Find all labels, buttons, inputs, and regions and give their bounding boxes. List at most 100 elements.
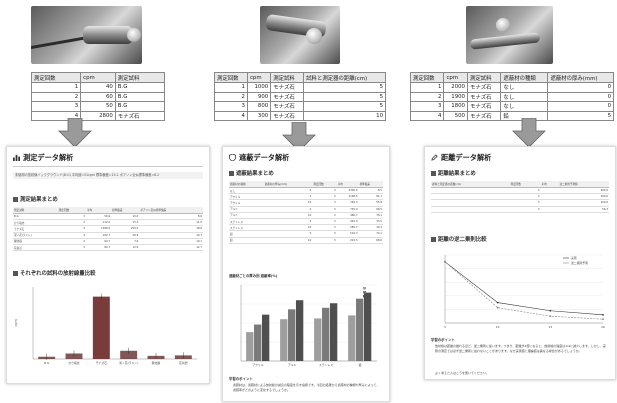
panel-title-text: 距離データ解析 bbox=[441, 153, 492, 162]
cell: 68.6 bbox=[358, 237, 383, 244]
cell: 5 bbox=[263, 230, 313, 238]
col-header: cpm bbox=[443, 72, 468, 83]
cell: 746.3 bbox=[336, 199, 359, 207]
cell: モナズ石 bbox=[270, 91, 305, 102]
cell: なし bbox=[229, 187, 264, 195]
cell bbox=[431, 199, 510, 207]
x-tick-label: モナズ石 bbox=[96, 361, 107, 365]
cell: 3 bbox=[312, 224, 337, 232]
cell: 3 bbox=[409, 101, 445, 112]
table-row: 酸化鉄 3 69.7 7.6 10.1 bbox=[13, 238, 203, 245]
x-tick-label: 5 bbox=[444, 325, 446, 329]
cell: モナズ石 bbox=[114, 110, 166, 121]
cell: アクリル bbox=[229, 193, 264, 201]
cell: 10 bbox=[263, 199, 313, 207]
distance-table: 測定回数 cpm 測定試料 試料と測定器の距離(cm) 1 1000 モナズ石 5 2… bbox=[214, 72, 386, 121]
cell: ステンレス bbox=[229, 224, 264, 232]
cell: 33.5 bbox=[358, 218, 383, 226]
cell: 1198.5 bbox=[336, 193, 359, 201]
x-tick-label: ステンレス bbox=[319, 363, 333, 367]
legend-swatch bbox=[363, 287, 366, 290]
col-header: 遮蔽材の厚み(mm) bbox=[263, 181, 313, 188]
panel-title-text: 測定データ解析 bbox=[23, 153, 74, 162]
cell: 4 bbox=[214, 110, 248, 121]
sample-dose-bar-chart: cpm B.G かり塩化 モナズ石 湯ノ花(ラドン) 酸化鉄 花崗岩 bbox=[14, 287, 197, 365]
bar bbox=[356, 298, 364, 361]
table-row: 3 1800 モナズ石 なし 0 bbox=[409, 101, 614, 112]
cell: 3 bbox=[30, 101, 82, 112]
table-row: 1 2000 モナズ石 なし 0 bbox=[409, 82, 614, 93]
shielding-table: 測定回数 cpm 測定試料 遮蔽材の種類 遮蔽材の厚み(mm) 1 2000 モナズ… bbox=[409, 72, 614, 121]
bar bbox=[322, 307, 330, 361]
cell: 900 bbox=[246, 91, 272, 102]
cell: 516.3 bbox=[336, 230, 359, 238]
cell: 2000 bbox=[443, 82, 468, 93]
cell: 5 bbox=[263, 206, 313, 213]
section-title-text: 距離結果まとめ bbox=[438, 171, 476, 177]
col-header: 遮蔽材の種類 bbox=[500, 72, 549, 83]
cell: 5 bbox=[303, 101, 386, 112]
cell: 0 bbox=[547, 101, 614, 112]
cell: 3 bbox=[57, 244, 86, 252]
x-tick-label: 酸化鉄 bbox=[152, 361, 161, 365]
cell: 1 bbox=[409, 82, 445, 93]
series-line bbox=[444, 261, 604, 316]
cell: 8.6 bbox=[139, 213, 203, 221]
cell: B.G bbox=[13, 213, 58, 221]
data-point bbox=[549, 309, 552, 312]
cell: なし bbox=[500, 101, 549, 112]
cell: 425.0 bbox=[336, 218, 359, 226]
shielding-analysis-panel: 遮蔽データ解析 遮蔽結果まとめ 遮蔽材の種類 遮蔽材の厚み(mm) 測定回数 平均 標準… bbox=[222, 146, 390, 402]
cell bbox=[431, 187, 510, 195]
table-row: 3 300.0 bbox=[431, 193, 609, 201]
col-header: 標準偏差 bbox=[111, 207, 140, 214]
bar bbox=[92, 296, 110, 359]
cell: 3 bbox=[312, 230, 337, 238]
cell: 81.1 bbox=[358, 193, 383, 201]
col-header: cpm bbox=[80, 72, 116, 83]
col-header: cpm bbox=[246, 72, 272, 83]
cell bbox=[540, 193, 559, 201]
col-header: 測定回数 bbox=[214, 72, 248, 83]
cell: 12.7 bbox=[139, 244, 203, 252]
table-row: アルミ 5 3 735.0 68.5 bbox=[229, 206, 383, 213]
cell: 460.7 bbox=[336, 212, 359, 219]
cell: 10.1 bbox=[139, 238, 203, 245]
points-title: 学習のポイント bbox=[431, 338, 455, 342]
cell bbox=[431, 193, 510, 201]
cell: 5 bbox=[303, 82, 386, 93]
cell: 300.0 bbox=[558, 193, 609, 201]
cell: 5 bbox=[547, 110, 614, 121]
legend-label: 実測 bbox=[571, 256, 577, 260]
table-row: アクリル 10 3 746.3 55.8 bbox=[229, 199, 383, 207]
cell: モナズ石 bbox=[270, 110, 305, 121]
bar-chart-icon bbox=[13, 154, 20, 161]
legend-swatch bbox=[363, 291, 366, 294]
table-row: 3 900.0 bbox=[431, 187, 609, 195]
distance-analysis-panel: 距離データ解析 距離結果まとめ 試料と測定器の距離(cm) 測定回数 平均 逆二乗則予… bbox=[424, 146, 616, 380]
cell: モナズ石 bbox=[466, 110, 502, 121]
cell: 5 bbox=[303, 91, 386, 102]
cell: 1 bbox=[214, 82, 248, 93]
cell: 3 bbox=[509, 193, 541, 201]
table-row: 3 50 B.G bbox=[30, 101, 166, 112]
cell: モナズ石 bbox=[466, 91, 502, 102]
col-header: 標準偏差 bbox=[358, 181, 383, 188]
section-title: それぞれの試料の放射線量比較 bbox=[13, 269, 95, 277]
legend-swatch bbox=[363, 295, 366, 298]
table-row: B.G 3 50.0 10.0 8.6 bbox=[13, 213, 203, 221]
cell: 30.2 bbox=[358, 224, 383, 232]
summary-table: 測定試料 測定回数 平均 標準偏差 ボアソン近似標準偏差 B.G 3 50.0 10.0 8.6… bbox=[13, 207, 203, 252]
cell: 68.5 bbox=[358, 206, 383, 213]
note-text: よく考えた人はこうを聞いてください。 bbox=[435, 371, 489, 375]
cell: 11.0 bbox=[139, 219, 203, 227]
cell: 223.5 bbox=[336, 237, 359, 244]
x-tick-label: 20 bbox=[601, 325, 605, 329]
table-row: ステンレス 10 3 285.7 30.2 bbox=[229, 224, 383, 232]
table-row: 4 500 モナズ石鉛 5 bbox=[409, 110, 614, 121]
cell: アルミ bbox=[229, 206, 264, 213]
cell: 3 bbox=[312, 237, 337, 244]
section-title-text: 遮蔽結果まとめ bbox=[236, 171, 274, 177]
data-point bbox=[602, 313, 604, 316]
data-point bbox=[496, 301, 499, 304]
